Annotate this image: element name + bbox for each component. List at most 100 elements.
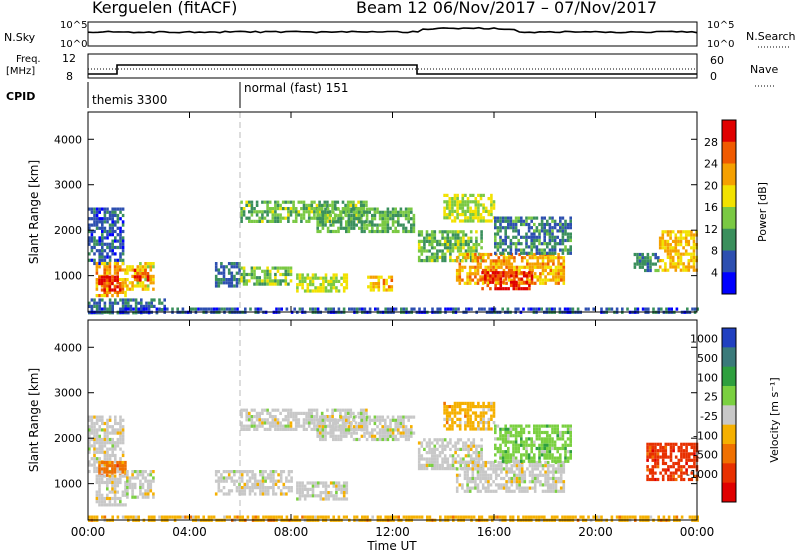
scatter-cell: [471, 473, 475, 477]
scatter-cell: [246, 473, 249, 477]
scatter-cell: [111, 431, 114, 435]
scatter-cell: [451, 408, 454, 412]
scatter-cell: [661, 474, 665, 478]
scatter-cell: [518, 483, 521, 487]
scatter-cell: [492, 460, 495, 465]
scatter-cell: [300, 424, 303, 428]
scatter-cell: [394, 428, 397, 432]
scatter-cell: [474, 275, 477, 279]
scatter-cell: [515, 271, 518, 275]
scatter-cell: [461, 213, 465, 217]
scatter-cell: [139, 262, 142, 266]
scatter-cell: [687, 239, 691, 243]
scatter-cell: [319, 494, 323, 498]
scatter-cell: [121, 252, 125, 256]
scatter-cell: [500, 483, 503, 487]
scatter-cell: [497, 486, 501, 490]
scatter-cell: [363, 307, 367, 311]
power-colorbar-label: Power [dB]: [756, 182, 769, 242]
scatter-cell: [517, 443, 520, 447]
scatter-cell: [378, 428, 382, 432]
scatter-cell: [512, 287, 516, 291]
scatter-cell: [484, 480, 488, 484]
scatter-cell: [687, 259, 691, 263]
scatter-cell: [103, 480, 106, 485]
scatter-cell: [548, 443, 552, 447]
scatter-cell: [443, 193, 446, 197]
scatter-cell: [276, 203, 280, 207]
scatter-cell: [372, 285, 375, 289]
scatter-cell: [443, 411, 446, 415]
scatter-cell: [551, 456, 554, 460]
scatter-cell: [150, 301, 153, 305]
scatter-cell: [108, 288, 112, 292]
scatter-cell: [306, 487, 310, 491]
colorbar-swatch: [722, 163, 736, 186]
scatter-cell: [466, 209, 470, 213]
scatter-cell: [677, 255, 680, 259]
scatter-cell: [227, 281, 231, 285]
scatter-cell: [492, 470, 495, 474]
scatter-cell: [528, 262, 532, 266]
scatter-cell: [332, 481, 336, 485]
scatter-cell: [462, 233, 465, 237]
scatter-cell: [566, 248, 570, 252]
scatter-cell: [481, 467, 485, 471]
scatter-cell: [443, 252, 447, 256]
scatter-cell: [487, 281, 490, 285]
scatter-cell: [659, 455, 662, 459]
scatter-cell: [271, 282, 275, 286]
scatter-cell: [141, 486, 145, 490]
scatter-cell: [146, 272, 150, 276]
scatter-cell: [502, 274, 505, 278]
scatter-cell: [324, 484, 328, 488]
scatter-cell: [576, 307, 580, 311]
scatter-cell: [428, 239, 431, 243]
scatter-cell: [106, 457, 109, 461]
scatter-cell: [121, 223, 125, 227]
scatter-cell: [467, 451, 470, 455]
scatter-cell: [301, 494, 304, 498]
scatter-cell: [556, 222, 559, 227]
scatter-cell: [507, 262, 511, 266]
scatter-cell: [387, 275, 391, 279]
scatter-cell: [329, 431, 332, 435]
scatter-cell: [533, 456, 536, 460]
scatter-cell: [680, 477, 683, 482]
scatter-cell: [334, 207, 338, 211]
scatter-cell: [257, 307, 260, 311]
scatter-cell: [469, 405, 472, 409]
scatter-cell: [88, 301, 91, 305]
scatter-cell: [507, 459, 510, 463]
scatter-cell: [103, 304, 107, 308]
scatter-cell: [543, 235, 546, 239]
scatter-cell: [690, 259, 693, 263]
scatter-cell: [682, 230, 685, 234]
scatter-cell: [320, 411, 324, 415]
scatter-cell: [546, 437, 549, 441]
scatter-cell: [469, 200, 472, 204]
scatter-cell: [103, 307, 107, 311]
scatter-cell: [331, 415, 334, 419]
scatter-cell: [459, 467, 463, 471]
scatter-cell: [471, 476, 475, 481]
scatter-cell: [402, 307, 406, 311]
scatter-cell: [322, 289, 325, 293]
scatter-cell: [223, 307, 226, 311]
scatter-cell: [98, 226, 101, 230]
scatter-cell: [554, 483, 558, 487]
scatter-cell: [98, 480, 101, 485]
scatter-cell: [202, 515, 205, 519]
scatter-cell: [428, 451, 431, 455]
scatter-cell: [658, 246, 662, 250]
scatter-cell: [452, 515, 455, 519]
scatter-cell: [285, 479, 288, 483]
scatter-cell: [454, 457, 457, 461]
scatter-cell: [454, 515, 458, 519]
scatter-cell: [324, 220, 327, 224]
scatter-cell: [136, 473, 140, 477]
scatter-cell: [563, 515, 567, 519]
scatter-cell: [682, 268, 685, 272]
scatter-cell: [546, 440, 549, 444]
scatter-cell: [469, 414, 472, 418]
